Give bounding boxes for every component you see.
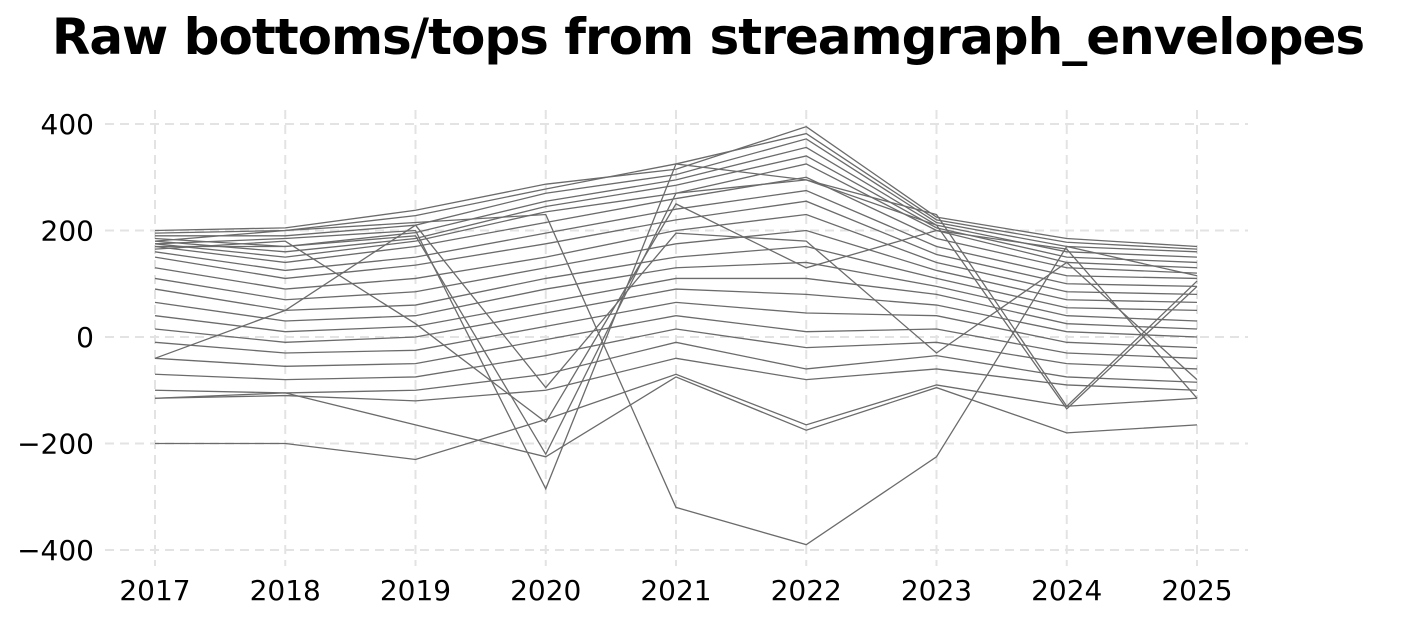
series-line-s20 — [154, 357, 1198, 402]
series-line-s16 — [154, 301, 1198, 354]
series-line-s25 — [155, 179, 1198, 456]
y-tick-label: −400 — [17, 534, 94, 567]
series-line-s24 — [154, 163, 1198, 491]
series-line-s21 — [155, 373, 1198, 461]
x-axis-ticks: 2017 2018 2019 2020 2021 2022 2023 2024 2025 — [119, 574, 1232, 607]
x-tick-label: 2022 — [771, 574, 842, 607]
series-line-s5 — [154, 155, 1198, 264]
series-line-s22 — [154, 376, 1198, 458]
series-line-s14 — [154, 277, 1198, 333]
series-lines — [154, 125, 1198, 546]
y-tick-label: 0 — [76, 321, 94, 354]
series-line-s23 — [154, 213, 1198, 546]
series-line-s10 — [154, 213, 1198, 296]
x-tick-label: 2024 — [1031, 574, 1102, 607]
y-axis-ticks: 400 200 0 −200 −400 — [17, 108, 94, 567]
series-line-s19 — [154, 341, 1198, 394]
series-line-s3 — [155, 138, 1198, 253]
y-tick-label: 400 — [41, 108, 94, 141]
series-line-s26 — [154, 203, 1198, 424]
series-line-s8 — [154, 189, 1198, 280]
series-line-s18 — [154, 328, 1198, 381]
series-line-s15 — [154, 288, 1198, 343]
x-tick-label: 2020 — [510, 574, 581, 607]
series-line-s11 — [154, 229, 1198, 304]
y-tick-label: 200 — [41, 215, 94, 248]
series-line-s9 — [154, 200, 1198, 288]
x-tick-label: 2018 — [250, 574, 321, 607]
y-tick-label: −200 — [17, 428, 94, 461]
chart-title: Raw bottoms/tops from streamgraph_envelo… — [51, 8, 1365, 66]
series-line-s17 — [154, 315, 1198, 367]
series-line-s27 — [154, 224, 1198, 389]
series-line-s13 — [154, 261, 1198, 322]
series-line-s7 — [154, 176, 1198, 274]
grid — [105, 110, 1248, 566]
x-tick-label: 2017 — [119, 574, 190, 607]
x-tick-label: 2023 — [901, 574, 972, 607]
x-tick-label: 2021 — [640, 574, 711, 607]
series-line-s1 — [154, 125, 1198, 248]
x-tick-label: 2019 — [380, 574, 451, 607]
series-line-s12 — [154, 245, 1198, 312]
x-tick-label: 2025 — [1161, 574, 1232, 607]
